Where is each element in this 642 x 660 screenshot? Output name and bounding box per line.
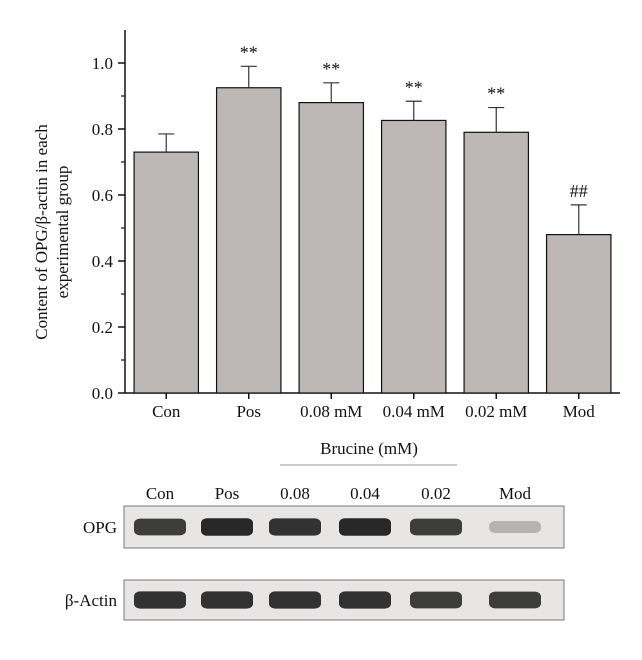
blot-lane-label: 0.02 xyxy=(421,484,451,503)
blot-band xyxy=(339,591,391,609)
western-blot: Con Pos 0.08 0.04 0.02 Mod OPG β-Actin xyxy=(65,484,565,621)
blot-band xyxy=(269,591,321,609)
blot-lane-label: Con xyxy=(146,484,175,503)
blot-lane-label: Mod xyxy=(499,484,532,503)
y-tick-label: 0.2 xyxy=(92,318,113,337)
bar xyxy=(298,101,365,394)
blot-band xyxy=(410,518,462,536)
blot-row-label: β-Actin xyxy=(65,591,118,610)
x-tick-label: Mod xyxy=(563,402,596,421)
bar xyxy=(215,87,282,394)
blot-lane-label: Pos xyxy=(215,484,240,503)
y-axis-label-line1: Content of OPG/β-actin in each xyxy=(32,124,51,340)
blot-band xyxy=(201,518,253,536)
blot-row-label: OPG xyxy=(83,518,117,537)
bar xyxy=(545,234,612,394)
bar xyxy=(133,151,200,394)
blot-lane-label: 0.08 xyxy=(280,484,310,503)
group-label: Brucine (mM) xyxy=(320,439,418,458)
y-axis-ticks: 0.0 0.2 0.4 0.6 0.8 1.0 xyxy=(92,54,125,403)
x-tick-label: 0.08 mM xyxy=(300,402,362,421)
x-tick-label: 0.04 mM xyxy=(383,402,445,421)
y-tick-label: 0.0 xyxy=(92,384,113,403)
blot-band xyxy=(201,591,253,609)
bars: ** ** ** ** ## xyxy=(133,42,612,394)
blot-band xyxy=(339,518,391,536)
x-tick-label: Con xyxy=(152,402,181,421)
blot-lane-label: 0.04 xyxy=(350,484,380,503)
x-tick-label: 0.02 mM xyxy=(465,402,527,421)
y-tick-label: 1.0 xyxy=(92,54,113,73)
y-tick-label: 0.4 xyxy=(92,252,114,271)
bar xyxy=(380,119,447,394)
significance-marker: ** xyxy=(322,59,340,79)
blot-band xyxy=(489,521,541,533)
y-axis-label-line2: experimental group xyxy=(53,166,72,299)
blot-band xyxy=(134,591,186,609)
y-tick-label: 0.6 xyxy=(92,186,113,205)
blot-band xyxy=(489,591,541,609)
significance-marker: ## xyxy=(570,181,588,201)
significance-marker: ** xyxy=(405,77,423,97)
y-tick-label: 0.8 xyxy=(92,120,113,139)
bar xyxy=(463,131,530,394)
bar-chart: 0.0 0.2 0.4 0.6 0.8 1.0 ** ** ** ** ## Con Pos 0.08… xyxy=(32,30,620,421)
blot-band xyxy=(134,518,186,536)
significance-marker: ** xyxy=(240,42,258,62)
blot-band xyxy=(410,591,462,609)
significance-marker: ** xyxy=(487,84,505,104)
x-tick-label: Pos xyxy=(236,402,261,421)
blot-band xyxy=(269,518,321,536)
x-axis-labels: Con Pos 0.08 mM 0.04 mM 0.02 mM Mod xyxy=(152,393,595,421)
